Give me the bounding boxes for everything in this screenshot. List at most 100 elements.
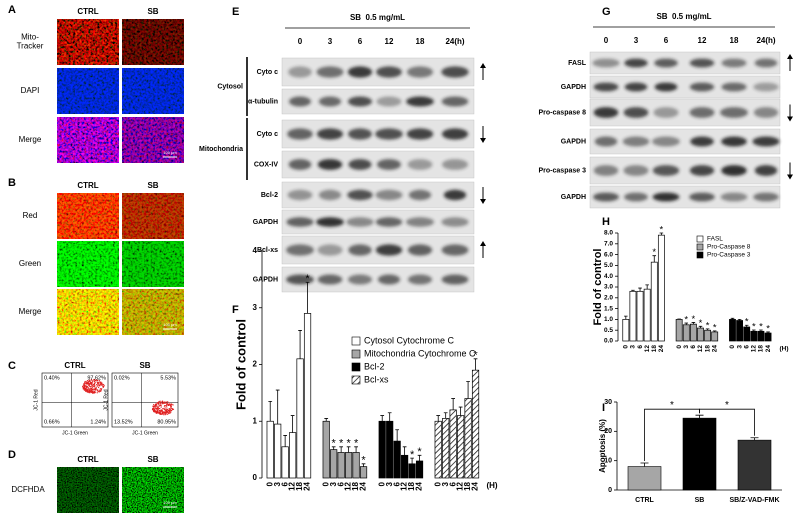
event-dot (88, 385, 90, 387)
blot-band (689, 107, 715, 118)
panel-label: E (232, 6, 239, 18)
bar (393, 440, 401, 479)
blot-band (347, 189, 373, 201)
blot-band (721, 136, 747, 147)
x-tick-label: 12 (456, 481, 465, 490)
row-label: Green (19, 259, 41, 268)
legend-label: Pro-Caspase 8 (707, 244, 751, 251)
error-bar (645, 284, 649, 290)
legend-swatch (351, 362, 361, 372)
blot-band (347, 96, 373, 107)
trend-arrowhead (787, 174, 793, 180)
event-dot (102, 386, 104, 388)
event-dot (95, 388, 97, 390)
legend-swatch (351, 375, 361, 385)
legend-label: Cytosol Cytochrome C (364, 335, 455, 345)
event-dot (166, 406, 168, 408)
event-dot (93, 391, 95, 393)
event-dot (170, 409, 172, 411)
event-dot (83, 387, 86, 390)
x-tick-label: 18 (407, 481, 416, 490)
event-dot (98, 381, 100, 383)
error-bar (766, 331, 770, 334)
blot-band (286, 217, 314, 227)
significance: * (332, 438, 337, 450)
row-label: Merge (19, 135, 42, 144)
x-tick-label: 6 (690, 345, 697, 349)
event-dot (94, 390, 96, 392)
bar (697, 327, 704, 342)
y-tick-label: 5.0 (604, 262, 613, 269)
event-dot (82, 386, 84, 388)
y-axis-label: JC-1 Red (103, 389, 109, 410)
blot-band (346, 217, 374, 227)
bar (281, 446, 289, 479)
event-dot (82, 387, 84, 389)
event-dot (156, 409, 159, 411)
error-bar (631, 289, 635, 292)
event-dot (83, 384, 85, 386)
blot-label: GAPDH (561, 138, 586, 145)
event-dot (170, 405, 172, 408)
event-dot (100, 390, 102, 392)
event-dot (157, 402, 159, 404)
event-dot (153, 406, 155, 408)
event-dot (165, 412, 167, 414)
blot-label: GAPDH (253, 276, 278, 283)
timepoint: 24(h) (445, 37, 464, 46)
error-bar (380, 415, 385, 422)
x-tick-label: 24 (415, 481, 424, 490)
bar (689, 323, 697, 342)
blot-band (317, 274, 343, 285)
event-dot (96, 389, 99, 391)
significance: * (305, 273, 310, 285)
legend-swatch (351, 349, 361, 359)
event-dot (88, 390, 91, 392)
event-dot (163, 408, 165, 410)
x-tick-label: 12 (644, 345, 651, 353)
blot-band (286, 274, 314, 285)
column-header: CTRL (77, 455, 98, 464)
event-dot (85, 385, 87, 388)
quadrant-label: 80.95% (157, 419, 176, 425)
bar (757, 330, 765, 342)
blot-band (654, 58, 678, 68)
blot-label: COX-IV (254, 161, 278, 168)
timepoint: 6 (664, 36, 669, 45)
error-bar (684, 322, 689, 325)
event-dot (156, 404, 158, 406)
blot-band (375, 217, 403, 227)
event-dot (164, 413, 166, 415)
event-dot (97, 384, 100, 386)
quadrant-label: 5.53% (160, 375, 176, 381)
x-tick-label: 12 (344, 481, 353, 490)
event-dot (100, 382, 102, 384)
column-header: SB (147, 455, 158, 464)
legend-label: FASL (707, 236, 723, 243)
blot-label: Pro-caspase 8 (539, 109, 587, 116)
error-bar (640, 462, 649, 467)
timepoint: 3 (328, 37, 333, 46)
event-dot (160, 403, 162, 405)
event-dot (172, 408, 175, 410)
x-tick-label: 12 (697, 345, 704, 353)
error-bar (410, 457, 414, 464)
error-bar (458, 406, 463, 416)
trend-arrowhead (480, 63, 486, 68)
blot-band (753, 107, 779, 118)
error-bar (744, 324, 749, 327)
error-bar (451, 398, 456, 410)
event-dot (89, 381, 91, 383)
event-dot (155, 411, 158, 413)
event-dot (92, 383, 95, 385)
bar (442, 418, 450, 479)
error-bar (473, 358, 478, 371)
x-tick-label: 24 (711, 345, 718, 353)
bar (322, 420, 330, 479)
event-dot (163, 407, 165, 409)
x-tick-label: 0 (265, 481, 274, 486)
bar (434, 420, 442, 479)
legend-label: Pro-Caspase 3 (707, 252, 751, 259)
event-dot (167, 409, 169, 411)
quadrant-label: 13.52% (114, 419, 133, 425)
